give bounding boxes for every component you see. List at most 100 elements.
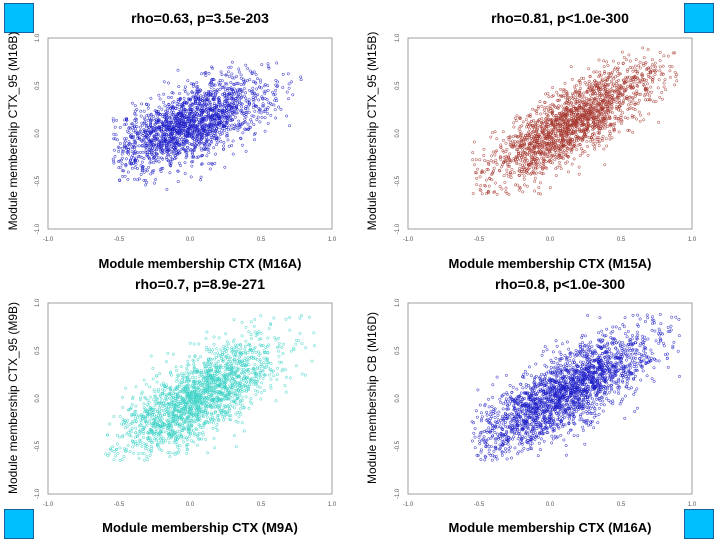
data-point bbox=[628, 99, 632, 103]
data-point bbox=[569, 109, 573, 113]
data-point bbox=[224, 332, 228, 336]
data-point bbox=[643, 94, 646, 98]
data-point bbox=[605, 90, 609, 94]
data-point bbox=[205, 348, 208, 352]
data-point bbox=[230, 144, 234, 147]
data-point bbox=[195, 112, 199, 116]
data-point bbox=[471, 192, 475, 195]
data-point bbox=[587, 79, 591, 83]
data-point bbox=[602, 101, 606, 105]
data-point bbox=[616, 74, 620, 78]
data-point bbox=[570, 101, 574, 105]
data-point bbox=[603, 126, 607, 130]
x-tick-label: -0.5 bbox=[114, 502, 125, 508]
data-point bbox=[544, 92, 548, 96]
data-point bbox=[209, 141, 213, 145]
data-point bbox=[492, 190, 496, 194]
data-point bbox=[211, 97, 215, 101]
y-tick-label: 0.0 bbox=[35, 129, 41, 138]
data-point bbox=[647, 112, 651, 116]
data-point bbox=[200, 105, 204, 109]
data-point bbox=[147, 448, 151, 452]
data-point bbox=[185, 154, 189, 158]
data-point bbox=[230, 404, 234, 408]
data-point bbox=[113, 125, 117, 129]
chart-title: rho=0.63, p=3.5e-203 bbox=[131, 10, 269, 26]
data-point bbox=[160, 134, 164, 138]
data-point bbox=[202, 116, 206, 120]
data-point bbox=[627, 107, 631, 111]
data-point bbox=[605, 109, 609, 113]
data-point bbox=[140, 392, 144, 396]
data-point bbox=[523, 163, 526, 167]
data-point bbox=[157, 141, 161, 144]
data-point bbox=[495, 162, 499, 166]
data-point bbox=[222, 141, 226, 144]
data-point bbox=[229, 127, 233, 131]
data-point bbox=[176, 169, 180, 173]
x-tick-label: -0.5 bbox=[474, 237, 485, 243]
data-point bbox=[135, 108, 139, 111]
data-point bbox=[550, 129, 554, 133]
data-point bbox=[130, 421, 134, 425]
data-point bbox=[632, 115, 636, 118]
data-point bbox=[152, 134, 156, 138]
data-point bbox=[193, 130, 196, 134]
data-point bbox=[643, 92, 647, 96]
data-point bbox=[168, 151, 172, 155]
data-point bbox=[270, 103, 274, 107]
data-point bbox=[495, 149, 499, 153]
data-point bbox=[572, 143, 576, 147]
data-point bbox=[236, 366, 240, 370]
data-point bbox=[500, 187, 504, 191]
plot-frame bbox=[47, 37, 333, 230]
x-tick-label: -1.0 bbox=[403, 237, 414, 243]
data-point bbox=[622, 79, 626, 83]
data-point bbox=[502, 155, 506, 159]
data-point bbox=[186, 92, 190, 96]
data-point bbox=[199, 113, 203, 117]
data-point bbox=[189, 148, 193, 152]
data-point bbox=[132, 135, 136, 138]
data-point bbox=[662, 81, 666, 85]
data-point bbox=[635, 117, 639, 121]
data-point bbox=[530, 148, 534, 152]
data-point bbox=[613, 114, 617, 118]
data-point bbox=[214, 361, 218, 365]
data-point bbox=[563, 134, 567, 137]
data-point bbox=[235, 88, 239, 92]
data-point bbox=[126, 177, 130, 181]
data-point bbox=[149, 172, 153, 176]
data-point bbox=[509, 176, 513, 180]
data-point bbox=[258, 120, 262, 124]
data-point bbox=[175, 131, 179, 135]
data-point bbox=[602, 65, 606, 69]
data-point bbox=[593, 141, 597, 145]
data-point bbox=[169, 154, 173, 158]
data-point bbox=[153, 181, 156, 185]
data-point bbox=[476, 167, 480, 171]
data-point bbox=[584, 101, 588, 105]
data-point bbox=[519, 143, 522, 147]
data-point bbox=[225, 340, 229, 344]
y-axis-label: Module membership CTX_95 (M16B) bbox=[6, 31, 20, 231]
data-point bbox=[160, 448, 164, 452]
data-point bbox=[586, 145, 589, 148]
data-point bbox=[155, 427, 159, 430]
data-point bbox=[650, 63, 654, 67]
data-point bbox=[577, 79, 581, 83]
data-point bbox=[508, 158, 512, 161]
data-point bbox=[540, 121, 544, 125]
data-point bbox=[513, 140, 517, 143]
data-point bbox=[563, 122, 567, 126]
data-point bbox=[176, 112, 180, 116]
data-point bbox=[577, 172, 581, 176]
data-point bbox=[524, 151, 528, 155]
data-point bbox=[231, 92, 235, 96]
data-point bbox=[542, 108, 546, 112]
data-point bbox=[148, 133, 151, 137]
data-point bbox=[625, 77, 629, 81]
data-point bbox=[162, 438, 166, 442]
data-point bbox=[585, 91, 589, 94]
data-point bbox=[144, 424, 148, 428]
